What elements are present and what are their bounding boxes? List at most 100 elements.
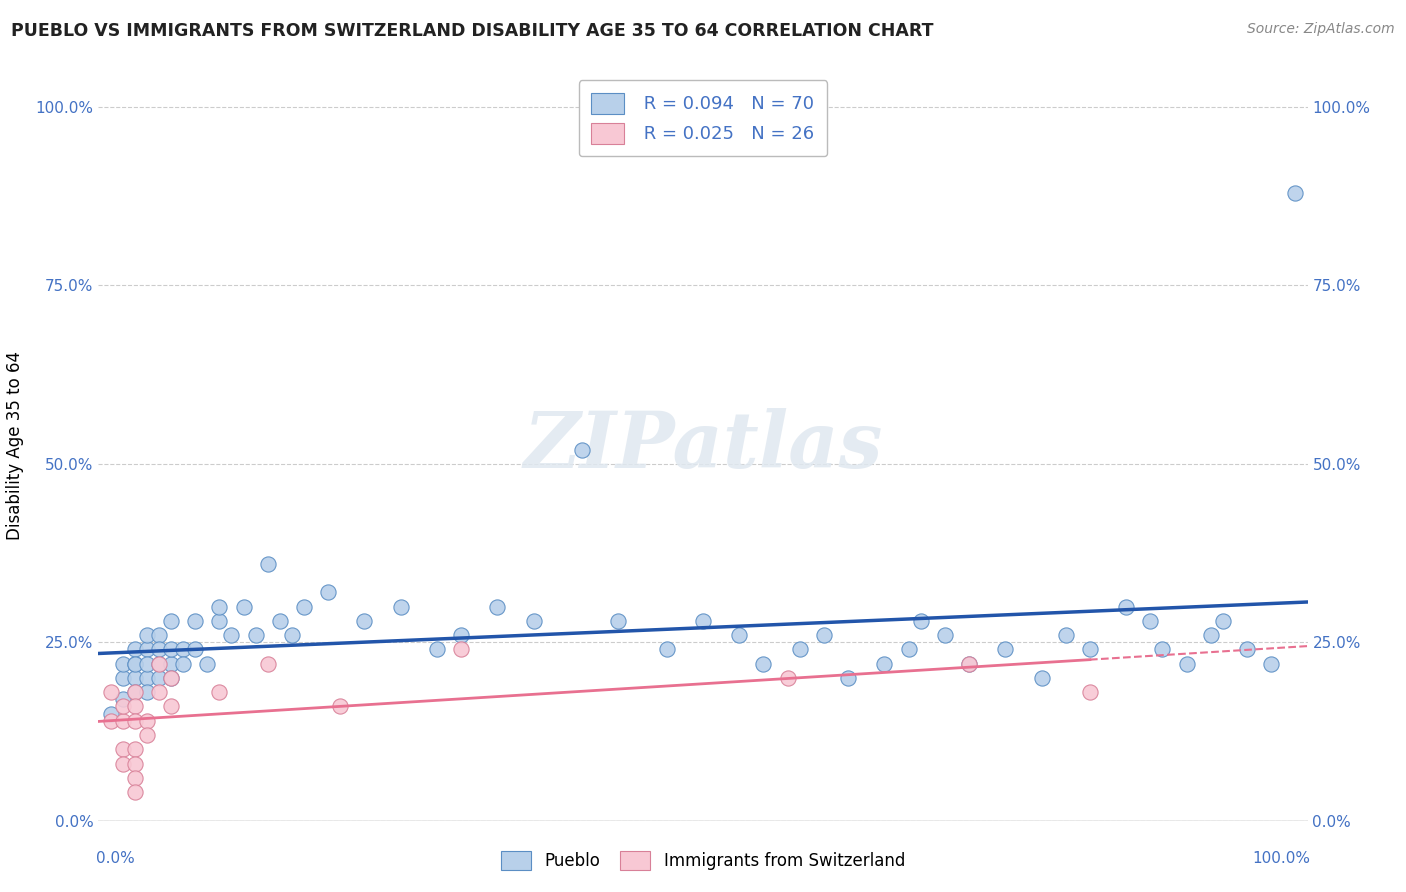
Point — [148, 685, 170, 699]
Legend:  R = 0.094   N = 70,  R = 0.025   N = 26: R = 0.094 N = 70, R = 0.025 N = 26 — [579, 80, 827, 156]
Point — [124, 699, 146, 714]
Point — [160, 657, 183, 671]
Point — [160, 614, 183, 628]
Point — [208, 685, 231, 699]
Text: Source: ZipAtlas.com: Source: ZipAtlas.com — [1247, 22, 1395, 37]
Point — [1284, 186, 1306, 200]
Point — [837, 671, 859, 685]
Point — [184, 642, 207, 657]
Point — [897, 642, 920, 657]
Point — [124, 714, 146, 728]
Point — [1078, 685, 1101, 699]
Point — [135, 628, 157, 642]
Point — [256, 557, 278, 571]
Point — [1152, 642, 1174, 657]
Point — [124, 785, 146, 799]
Point — [994, 642, 1017, 657]
Point — [124, 671, 146, 685]
Point — [1115, 599, 1137, 614]
Point — [486, 599, 509, 614]
Point — [208, 599, 231, 614]
Text: 100.0%: 100.0% — [1251, 851, 1310, 865]
Point — [957, 657, 980, 671]
Point — [389, 599, 412, 614]
Point — [1212, 614, 1234, 628]
Point — [607, 614, 630, 628]
Point — [135, 642, 157, 657]
Point — [1054, 628, 1077, 642]
Point — [450, 628, 472, 642]
Point — [934, 628, 956, 642]
Point — [111, 671, 134, 685]
Point — [111, 714, 134, 728]
Point — [292, 599, 315, 614]
Point — [873, 657, 896, 671]
Point — [450, 642, 472, 657]
Point — [111, 699, 134, 714]
Point — [692, 614, 714, 628]
Point — [728, 628, 751, 642]
Point — [135, 714, 157, 728]
Point — [426, 642, 449, 657]
Text: 0.0%: 0.0% — [96, 851, 135, 865]
Point — [910, 614, 932, 628]
Point — [111, 657, 134, 671]
Point — [316, 585, 339, 599]
Point — [100, 685, 122, 699]
Point — [160, 642, 183, 657]
Y-axis label: Disability Age 35 to 64: Disability Age 35 to 64 — [7, 351, 24, 541]
Point — [221, 628, 243, 642]
Point — [111, 756, 134, 771]
Point — [813, 628, 835, 642]
Point — [208, 614, 231, 628]
Point — [111, 692, 134, 706]
Point — [1139, 614, 1161, 628]
Point — [135, 728, 157, 742]
Point — [353, 614, 375, 628]
Point — [100, 706, 122, 721]
Point — [124, 642, 146, 657]
Point — [124, 685, 146, 699]
Point — [523, 614, 546, 628]
Point — [135, 657, 157, 671]
Point — [1236, 642, 1258, 657]
Point — [571, 442, 593, 457]
Point — [148, 657, 170, 671]
Point — [148, 642, 170, 657]
Point — [281, 628, 304, 642]
Point — [245, 628, 267, 642]
Point — [172, 657, 194, 671]
Point — [124, 742, 146, 756]
Point — [232, 599, 254, 614]
Point — [124, 756, 146, 771]
Point — [124, 771, 146, 785]
Point — [160, 699, 183, 714]
Point — [1260, 657, 1282, 671]
Point — [148, 657, 170, 671]
Point — [100, 714, 122, 728]
Point — [1031, 671, 1053, 685]
Point — [148, 671, 170, 685]
Point — [752, 657, 775, 671]
Point — [1078, 642, 1101, 657]
Point — [655, 642, 678, 657]
Point — [1199, 628, 1222, 642]
Legend: Pueblo, Immigrants from Switzerland: Pueblo, Immigrants from Switzerland — [495, 844, 911, 877]
Point — [148, 628, 170, 642]
Point — [160, 671, 183, 685]
Point — [124, 685, 146, 699]
Text: ZIPatlas: ZIPatlas — [523, 408, 883, 484]
Point — [172, 642, 194, 657]
Point — [160, 671, 183, 685]
Point — [195, 657, 218, 671]
Point — [124, 657, 146, 671]
Point — [269, 614, 291, 628]
Point — [957, 657, 980, 671]
Text: PUEBLO VS IMMIGRANTS FROM SWITZERLAND DISABILITY AGE 35 TO 64 CORRELATION CHART: PUEBLO VS IMMIGRANTS FROM SWITZERLAND DI… — [11, 22, 934, 40]
Point — [135, 671, 157, 685]
Point — [256, 657, 278, 671]
Point — [184, 614, 207, 628]
Point — [1175, 657, 1198, 671]
Point — [776, 671, 799, 685]
Point — [329, 699, 352, 714]
